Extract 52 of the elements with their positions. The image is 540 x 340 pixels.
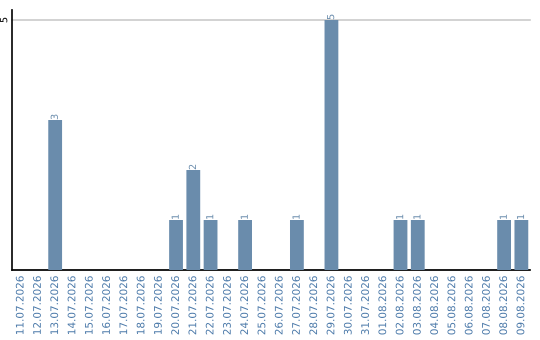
bar <box>204 220 218 270</box>
x-tick-label: 12.07.2026 <box>33 276 41 334</box>
data-label: 1 <box>240 214 248 219</box>
x-tick-label: 09.08.2026 <box>516 276 524 335</box>
bar <box>48 120 62 270</box>
data-label: 1 <box>413 214 420 219</box>
x-tick-label: 19.07.2026 <box>154 276 162 334</box>
x-tick-label: 11.07.2026 <box>16 276 24 334</box>
data-label: 2 <box>188 164 196 170</box>
x-tick-label: 21.07.2026 <box>188 276 196 334</box>
x-tick-label: 07.08.2026 <box>482 276 490 335</box>
data-label: 1 <box>206 214 214 219</box>
x-tick-label: 17.07.2026 <box>119 276 128 334</box>
x-tick-label: 24.07.2026 <box>240 276 248 334</box>
bar <box>514 220 528 270</box>
x-tick-label: 08.08.2026 <box>499 276 508 335</box>
data-label: 1 <box>172 214 179 219</box>
x-tick-label: 22.07.2026 <box>206 276 214 334</box>
data-label: 5 <box>327 14 334 20</box>
x-tick-label: 25.07.2026 <box>258 276 266 334</box>
x-tick-label: 20.07.2026 <box>171 276 180 334</box>
x-tick-label: 14.07.2026 <box>68 276 76 334</box>
x-tick-label: 13.07.2026 <box>50 276 58 334</box>
bar <box>324 20 338 270</box>
x-tick-label: 06.08.2026 <box>464 276 473 335</box>
x-tick-label: 04.08.2026 <box>430 276 438 335</box>
data-label: 1 <box>292 214 300 219</box>
x-tick-label: 28.07.2026 <box>309 276 318 334</box>
x-tick-label: 31.07.2026 <box>361 276 369 334</box>
data-label: 1 <box>516 214 524 219</box>
x-tick-label: 29.07.2026 <box>326 276 334 334</box>
bar <box>410 220 425 270</box>
x-tick-label: 27.07.2026 <box>292 276 300 334</box>
bar <box>169 220 183 270</box>
x-tick-label: 02.08.2026 <box>396 276 404 335</box>
bar <box>186 170 200 270</box>
x-tick-label: 05.08.2026 <box>447 276 456 335</box>
x-tick-label: 16.07.2026 <box>102 276 110 334</box>
x-tick-label: 18.07.2026 <box>136 276 145 334</box>
x-tick-label: 01.08.2026 <box>378 276 386 335</box>
x-tick-label: 15.07.2026 <box>84 276 93 334</box>
bar <box>497 220 512 270</box>
data-label: 3 <box>50 114 58 120</box>
x-tick-label: 23.07.2026 <box>222 276 231 334</box>
x-tick-label: 03.08.2026 <box>412 276 421 335</box>
data-label: 1 <box>500 214 507 219</box>
x-tick-label: 30.07.2026 <box>344 276 352 334</box>
bar <box>290 220 304 270</box>
bar <box>394 220 408 270</box>
x-tick-label: 26.07.2026 <box>274 276 283 334</box>
data-label: 1 <box>396 214 404 219</box>
bar <box>238 220 252 270</box>
